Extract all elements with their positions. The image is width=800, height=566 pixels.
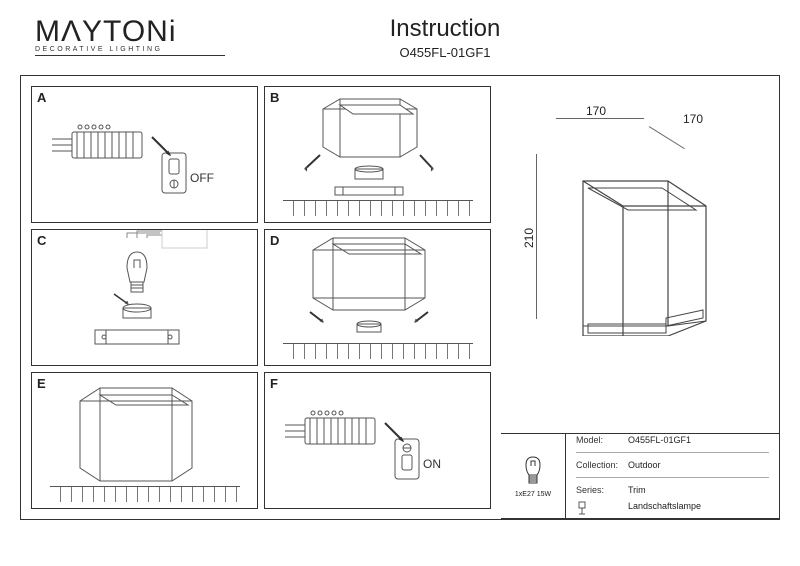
step-b: B	[264, 86, 491, 223]
bulb-spec: 1xE27 15W	[515, 491, 551, 498]
divider	[576, 477, 769, 478]
dim-line	[556, 118, 644, 119]
spec-type-row: Landschaftslampe	[576, 501, 769, 517]
circuit-on-icon: ON	[265, 373, 490, 503]
dim-width: 170	[586, 104, 606, 118]
title-block: Instruction O455FL-01GF1	[125, 15, 765, 60]
spec-series-label: Series:	[576, 485, 628, 495]
bulb-icon	[522, 455, 544, 489]
brick-surface-icon	[283, 343, 473, 359]
spec-model-label: Model:	[576, 435, 628, 445]
brick-surface-icon	[283, 200, 473, 216]
dimensions-panel: 170 170 210	[501, 76, 779, 434]
spec-model-value: O455FL-01GF1	[628, 435, 769, 445]
step-f: F ON	[264, 372, 491, 509]
dim-depth: 170	[683, 112, 703, 126]
spec-row: 1xE27 15W Model: O455FL-01GF1 Collection…	[501, 434, 779, 519]
divider	[576, 452, 769, 453]
product-dims-icon	[558, 126, 723, 336]
dim-line	[536, 154, 537, 319]
dim-height: 210	[522, 228, 536, 248]
final-lamp-icon	[32, 373, 257, 503]
lamp-small-icon	[576, 501, 628, 517]
model-code: O455FL-01GF1	[125, 45, 765, 60]
step-e: E	[31, 372, 258, 509]
state-off-label: OFF	[190, 171, 214, 185]
spec-series-row: Series: Trim	[576, 485, 769, 495]
steps-grid: A OFF B	[21, 76, 501, 519]
spec-series-value: Trim	[628, 485, 769, 495]
page-title: Instruction	[125, 15, 765, 43]
wire-bulb-icon	[32, 230, 257, 360]
assemble-cube-icon	[265, 230, 490, 360]
spec-details: Model: O455FL-01GF1 Collection: Outdoor …	[566, 434, 779, 518]
step-c: C	[31, 229, 258, 366]
step-a: A OFF	[31, 86, 258, 223]
main-frame: A OFF B	[20, 75, 780, 520]
header: MΛYTONi DECORATIVE LIGHTING Instruction …	[0, 0, 800, 65]
spec-collection-value: Outdoor	[628, 460, 769, 470]
step-d: D	[264, 229, 491, 366]
disassemble-icon	[265, 87, 490, 217]
brick-surface-icon	[50, 486, 240, 502]
right-panel: 170 170 210 1xE27 15W	[501, 76, 779, 519]
spec-collection-label: Collection:	[576, 460, 628, 470]
spec-model-row: Model: O455FL-01GF1	[576, 435, 769, 445]
bulb-cell: 1xE27 15W	[501, 434, 566, 518]
spec-collection-row: Collection: Outdoor	[576, 460, 769, 470]
spec-type-value: Landschaftslampe	[628, 501, 769, 517]
circuit-off-icon: OFF	[32, 87, 257, 217]
state-on-label: ON	[423, 457, 441, 471]
